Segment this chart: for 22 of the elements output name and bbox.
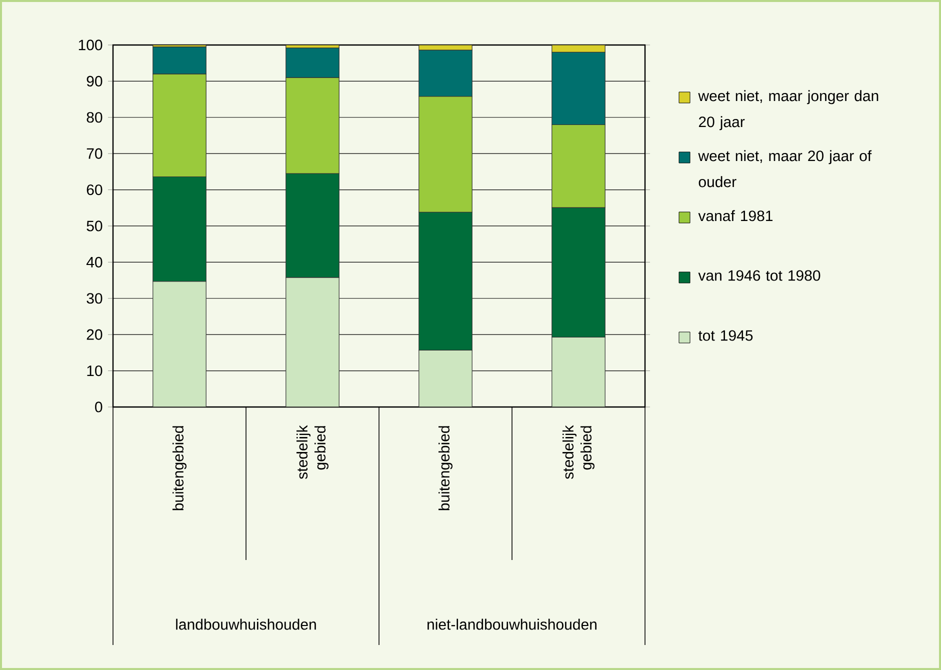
y-tick-label: 50	[86, 220, 102, 232]
y-tick-label: 10	[87, 365, 102, 376]
legend-label: van 1946 tot 1980	[698, 270, 820, 281]
y-tick-label: 60	[86, 184, 102, 196]
text: niet-landbouwhuishouden	[428, 618, 596, 630]
legend-label: weet niet, maar jonger dan 20 jaar	[698, 90, 878, 130]
y-tick-label: 90	[86, 76, 102, 86]
legend-label: vanaf 1981	[698, 210, 773, 222]
y-tick-label: 30	[86, 293, 102, 304]
x-tick-label: buitengebied	[438, 426, 452, 510]
y-tick-label: 70	[86, 148, 102, 159]
x-tick-label: buitengebied	[172, 426, 186, 510]
legend-label: tot 1945	[698, 330, 753, 341]
legend-label: weet niet, maar 20 jaar of ouder	[698, 150, 872, 188]
y-tick-label: 0	[95, 402, 102, 412]
text: landbouwhuishouden	[176, 618, 316, 630]
y-tick-label: 100	[78, 40, 102, 50]
y-tick-label: 40	[86, 256, 102, 268]
x-tick-label: stedelijk gebied	[296, 425, 328, 479]
y-tick-label: 80	[86, 112, 102, 123]
x-tick-label: stedelijk gebied	[562, 425, 594, 479]
y-tick-label: 20	[86, 329, 102, 340]
